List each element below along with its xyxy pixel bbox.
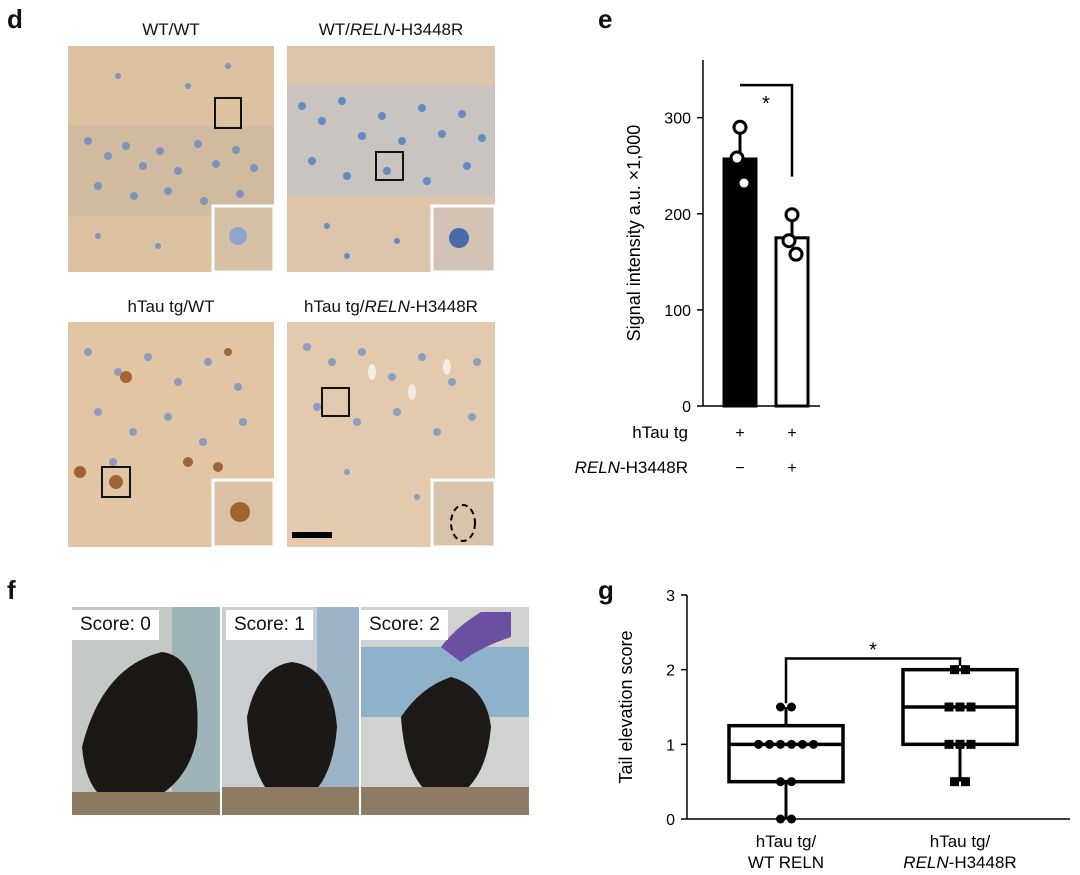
label-htau-wt: hTau tg/WT [127, 297, 215, 316]
mouse-photo-score-2: Score: 2 [361, 607, 529, 815]
score-1-label: Score: 1 [226, 610, 313, 640]
g-x-label-text: -H3448R [949, 853, 1017, 872]
e-data-point [784, 207, 800, 223]
g-significance-bracket [784, 657, 962, 704]
g-data-point [950, 665, 959, 675]
e-y-tick-label: 0 [682, 399, 691, 416]
g-data-point [961, 665, 970, 675]
label-htau-reln: hTau tg/RELN-H3448R [287, 297, 495, 317]
label-htau-reln-pre: hTau tg/ [304, 297, 365, 316]
score-2-label: Score: 2 [361, 610, 448, 640]
e-bars [722, 119, 810, 408]
g-significance-star: * [869, 639, 877, 661]
g-x-label-line1: hTau tg/ [756, 832, 817, 851]
score-0-label: Score: 0 [72, 610, 159, 640]
g-y-tick-label: 2 [666, 663, 675, 680]
e-axis: 0 100 200 300 [664, 60, 820, 416]
box-chart-g: Tail elevation score 0 1 2 3 * hTau tg/WT R… [616, 588, 1070, 872]
panel-letter-e: e [598, 4, 613, 34]
e-condition-rows: hTau tg + + RELN-H3448R − + [575, 423, 797, 477]
e-significance-star: * [762, 93, 770, 115]
label-wt-wt: WT/WT [142, 20, 200, 39]
e-data-point [729, 150, 745, 166]
g-x-label-line2: WT RELN [748, 853, 824, 872]
g-data-point [798, 739, 807, 749]
g-x-labels: hTau tg/WT RELN hTau tg/RELN-H3448R [748, 832, 1017, 872]
g-data-point [787, 702, 796, 712]
label-htau-reln-gene: RELN [364, 297, 410, 316]
g-axis: 0 1 2 3 [666, 588, 1070, 829]
g-data-point [944, 739, 954, 749]
micrograph-wt-wt [68, 46, 274, 272]
label-wt-reln-pre: WT/ [318, 20, 350, 39]
e-row-label-text: hTau tg [632, 423, 688, 442]
e-row-mark: + [787, 460, 796, 477]
e-y-tick-label: 300 [664, 111, 691, 128]
bar-chart-e: Signal intensity a.u. ×1,000 0100200300 … [575, 60, 820, 477]
e-data-point [736, 175, 752, 191]
g-data-point [765, 739, 774, 749]
g-x-label-line2: RELN-H3448R [903, 853, 1016, 872]
g-data-point [966, 702, 976, 712]
g-data-point [776, 702, 785, 712]
e-significance-bracket [740, 83, 794, 177]
mouse-photo-score-0: Score: 0 [72, 607, 220, 815]
g-y-tick-label: 1 [666, 737, 675, 754]
panel-letter-d: d [7, 4, 23, 34]
g-data-point [787, 739, 796, 749]
g-boxes [727, 665, 1019, 824]
e-row-label: RELN-H3448R [575, 458, 688, 477]
e-data-point [732, 119, 748, 135]
g-data-point [950, 777, 959, 787]
g-data-point [955, 702, 965, 712]
g-data-point [944, 702, 954, 712]
g-data-point [776, 739, 785, 749]
e-data-point [788, 246, 804, 262]
g-x-label-gene: RELN [903, 853, 949, 872]
g-data-point [787, 777, 796, 787]
g-x-label-text: WT RELN [748, 853, 824, 872]
g-y-axis-label: Tail elevation score [616, 630, 636, 783]
g-y-tick-label: 0 [666, 812, 675, 829]
e-bar [722, 157, 758, 408]
g-data-point [966, 739, 976, 749]
g-data-point [787, 814, 796, 824]
micrograph-htau-wt [68, 322, 274, 547]
e-y-tick-label: 100 [664, 303, 691, 320]
g-data-point [776, 777, 785, 787]
e-row-mark: + [735, 425, 744, 442]
e-bar [774, 236, 810, 408]
g-data-point [754, 739, 763, 749]
g-x-label-line1: hTau tg/ [930, 832, 991, 851]
panel-letter-f: f [7, 575, 16, 605]
micrograph-wt-reln [287, 46, 495, 272]
g-significance: * [784, 639, 962, 704]
e-y-tick-label: 200 [664, 207, 691, 224]
g-box [727, 723, 845, 784]
g-data-point [955, 739, 965, 749]
panel-letter-g: g [598, 575, 614, 605]
label-wt-reln: WT/RELN-H3448R [287, 20, 495, 40]
e-row-mark: − [735, 460, 744, 477]
e-data-point [781, 233, 797, 249]
e-row-label: hTau tg [632, 423, 688, 442]
label-wt-reln-post: -H3448R [395, 20, 464, 39]
e-row-label-text: -H3448R [620, 458, 688, 477]
label-wt-reln-gene: RELN [349, 20, 396, 39]
label-htau-reln-post: -H3448R [409, 297, 478, 316]
micrograph-htau-reln [287, 322, 495, 547]
g-data-point [809, 739, 818, 749]
mouse-photo-score-1: Score: 1 [222, 607, 359, 815]
g-data-point [776, 814, 785, 824]
e-row-label-gene: RELN [575, 458, 621, 477]
g-y-tick-label: 3 [666, 588, 675, 605]
g-data-point [961, 777, 970, 787]
e-y-axis-label: Signal intensity a.u. ×1,000 [624, 125, 644, 342]
e-significance: * [740, 83, 794, 177]
e-row-mark: + [787, 425, 796, 442]
